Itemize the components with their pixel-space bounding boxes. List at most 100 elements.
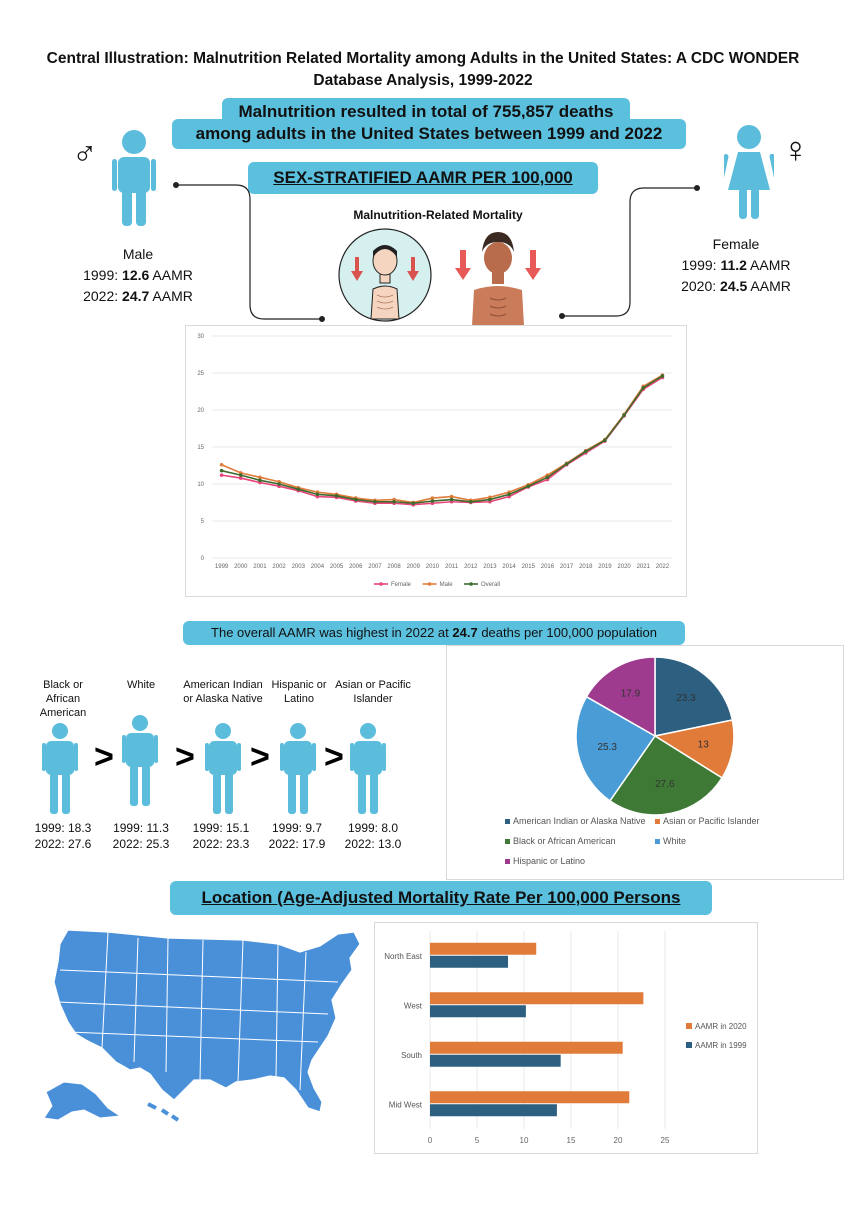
greater-than-icon: >: [175, 738, 195, 776]
data-point: [660, 374, 665, 378]
female-symbol: ♀: [782, 129, 809, 170]
legend-label: Asian or Pacific Islander: [663, 816, 760, 826]
legend-label: AAMR in 1999: [695, 1041, 747, 1050]
greater-than-icon: >: [250, 738, 270, 776]
bar-0: [430, 992, 644, 1005]
x-tick-label: 2006: [349, 564, 363, 570]
x-tick-label: 2002: [272, 564, 286, 570]
x-tick-label: 0: [428, 1136, 433, 1145]
pie-chart-container: 23.3 13 27.6 25.3 17.9 American Indian or Ala…: [446, 645, 844, 880]
female-1999: 1999: 11.2 AAMR: [681, 257, 791, 273]
legend-label: White: [663, 836, 686, 846]
data-point: [219, 473, 224, 477]
x-tick-label: 2009: [407, 564, 421, 570]
starving-person-illustration: [455, 232, 541, 326]
race-label-black: Black or African American: [39, 679, 87, 719]
category-label: North East: [384, 952, 423, 961]
data-point: [392, 499, 396, 504]
data-point: [315, 492, 320, 497]
x-tick-label: 2013: [483, 564, 497, 570]
pie-data-label: 25.3: [597, 742, 617, 753]
female-person-icon: [724, 125, 774, 219]
x-tick-label: 2001: [253, 564, 267, 570]
x-tick-label: 2014: [502, 564, 516, 570]
male-connector: [176, 184, 322, 320]
x-tick-label: 25: [661, 1136, 670, 1145]
connector-lines: [173, 182, 700, 322]
legend-swatch: [655, 819, 660, 824]
x-tick-label: 2012: [464, 564, 478, 570]
data-point: [603, 438, 607, 443]
data-point: [277, 482, 281, 486]
greater-than-icon: >: [324, 738, 344, 776]
data-point: [258, 478, 262, 483]
race-label-hispanic: Hispanic or Latino: [271, 679, 327, 705]
legend-swatch: [655, 839, 660, 844]
race-pie-chart: 23.3 13 27.6 25.3 17.9 American Indian or Ala…: [505, 656, 760, 866]
x-tick-label: 2003: [292, 564, 306, 570]
thin-man-illustration: [338, 228, 432, 322]
race-stats-hispanic: 1999: 9.7 2022: 17.9: [268, 821, 326, 851]
male-symbol: ♂: [72, 135, 98, 173]
data-point: [219, 468, 224, 473]
person-icon-white: [122, 715, 158, 806]
legend-swatch: [505, 819, 510, 824]
race-stats-black: 1999: 18.3 2022: 27.6: [34, 821, 92, 851]
data-point: [449, 494, 454, 499]
male-label: Male: [122, 246, 154, 262]
person-icon-black: [42, 723, 78, 814]
pie-slice: [608, 734, 724, 816]
bar-0: [430, 942, 537, 955]
bar-1: [430, 1054, 561, 1067]
aamr-line-chart: 0 5 10 15 20 25 30 1999 2000 2001 2002 2003 2004 2005…: [197, 334, 672, 588]
data-point: [622, 413, 626, 417]
category-label: South: [401, 1051, 422, 1060]
x-tick-label: 2017: [560, 564, 574, 570]
x-tick-label: 2015: [522, 564, 536, 570]
data-point: [507, 492, 511, 497]
bar-1: [430, 1005, 526, 1018]
x-tick-label: 15: [567, 1136, 576, 1145]
legend-label: AAMR in 2020: [695, 1022, 747, 1031]
data-point: [219, 462, 224, 467]
female-connector: [562, 187, 697, 317]
race-label-aian: American Indian or Alaska Native: [183, 679, 263, 705]
data-point: [545, 475, 550, 480]
page-title: Central Illustration: Malnutrition Relat…: [46, 50, 800, 89]
series-line-male: [221, 374, 663, 504]
x-tick-label: 10: [520, 1136, 529, 1145]
x-tick-label: 2004: [311, 564, 325, 570]
x-tick-label: 2005: [330, 564, 344, 570]
greater-than-icon: >: [94, 738, 114, 776]
female-label: Female: [712, 236, 760, 252]
data-point: [411, 501, 416, 506]
x-tick-label: 2016: [541, 564, 555, 570]
female-stats: Female 1999: 11.2 AAMR 2020: 24.5 AAMR: [660, 234, 812, 297]
y-tick-label: 25: [197, 371, 204, 377]
sex-stratified-header: SEX-STRATIFIED AAMR PER 100,000: [248, 162, 598, 194]
x-tick-label: 1999: [215, 564, 229, 570]
data-point: [430, 499, 435, 503]
data-point: [238, 473, 243, 477]
data-point: [238, 476, 243, 480]
y-tick-label: 30: [197, 334, 204, 340]
data-point: [353, 497, 358, 502]
race-stats-aian: 1999: 15.1 2022: 23.3: [192, 821, 250, 851]
legend-label: Male: [440, 582, 454, 588]
pie-slice: [654, 656, 734, 737]
data-point: [526, 484, 531, 489]
legend-swatch: [686, 1042, 692, 1048]
bar-1: [430, 955, 509, 968]
x-tick-label: 2007: [368, 564, 382, 570]
race-stats-asian: 1999: 8.0 2022: 13.0: [344, 821, 402, 851]
male-2022: 2022: 24.7 AAMR: [83, 288, 193, 304]
x-tick-label: 2011: [445, 564, 459, 570]
x-tick-label: 20: [614, 1136, 623, 1145]
legend-label: Overall: [481, 582, 500, 588]
male-stats: Male 1999: 12.6 AAMR 2022: 24.7 AAMR: [60, 244, 216, 307]
y-tick-label: 10: [197, 482, 204, 488]
data-point: [449, 497, 454, 502]
data-point: [564, 462, 569, 466]
data-point: [258, 475, 262, 480]
us-map: [43, 929, 361, 1122]
